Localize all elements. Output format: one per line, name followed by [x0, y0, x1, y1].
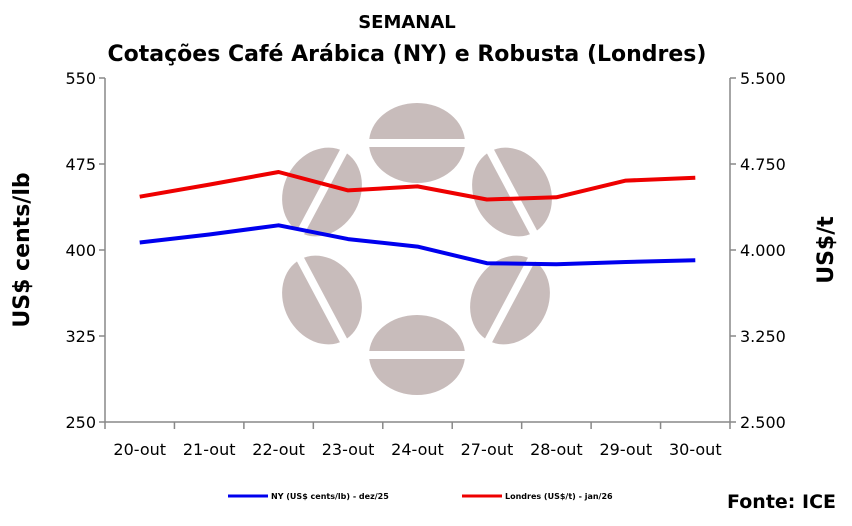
- right-ticks: 5.500 4.750 4.000 3.250 2.500: [730, 69, 786, 432]
- y-axis-left-title: US$ cents/lb: [10, 172, 35, 327]
- y-left-tick-label: 550: [65, 69, 96, 88]
- coffee-beans-watermark-icon: [282, 103, 552, 395]
- y-left-tick-label: 400: [65, 241, 96, 260]
- x-tick-label: 22-out: [252, 440, 305, 459]
- y-left-tick-label: 475: [65, 155, 96, 174]
- x-tick-label: 20-out: [113, 440, 166, 459]
- legend-label-ny: NY (US$ cents/lb) - dez/25: [271, 492, 389, 501]
- y-left-tick-label: 325: [65, 327, 96, 346]
- y-right-tick-label: 2.500: [740, 413, 786, 432]
- x-tick-label: 28-out: [530, 440, 583, 459]
- legend-label-londres: Londres (US$/t) - jan/26: [505, 492, 613, 501]
- chart-title: SEMANAL: [358, 12, 456, 33]
- y-right-tick-label: 3.250: [740, 327, 786, 346]
- series-lines: [139, 170, 696, 267]
- x-tick-label: 27-out: [461, 440, 514, 459]
- x-tick-label: 23-out: [322, 440, 375, 459]
- y-right-tick-label: 4.750: [740, 155, 786, 174]
- series-line-ny: [139, 223, 696, 267]
- x-ticks: 20-out 21-out 22-out 23-out 24-out 27-out 28-o…: [104, 422, 731, 459]
- y-left-tick-label: 250: [65, 413, 96, 432]
- x-tick-label: 29-out: [600, 440, 653, 459]
- y-axis-right-title: US$/t: [814, 216, 839, 284]
- chart-subtitle: Cotações Café Arábica (NY) e Robusta (Lo…: [108, 42, 707, 67]
- x-tick-label: 30-out: [669, 440, 722, 459]
- series-line-londres: [139, 170, 696, 202]
- x-tick-label: 24-out: [391, 440, 444, 459]
- source-note: Fonte: ICE: [727, 491, 836, 513]
- y-right-tick-label: 5.500: [740, 69, 786, 88]
- y-right-tick-label: 4.000: [740, 241, 786, 260]
- x-tick-label: 21-out: [183, 440, 236, 459]
- left-ticks: 550 475 400 325 250: [65, 69, 105, 432]
